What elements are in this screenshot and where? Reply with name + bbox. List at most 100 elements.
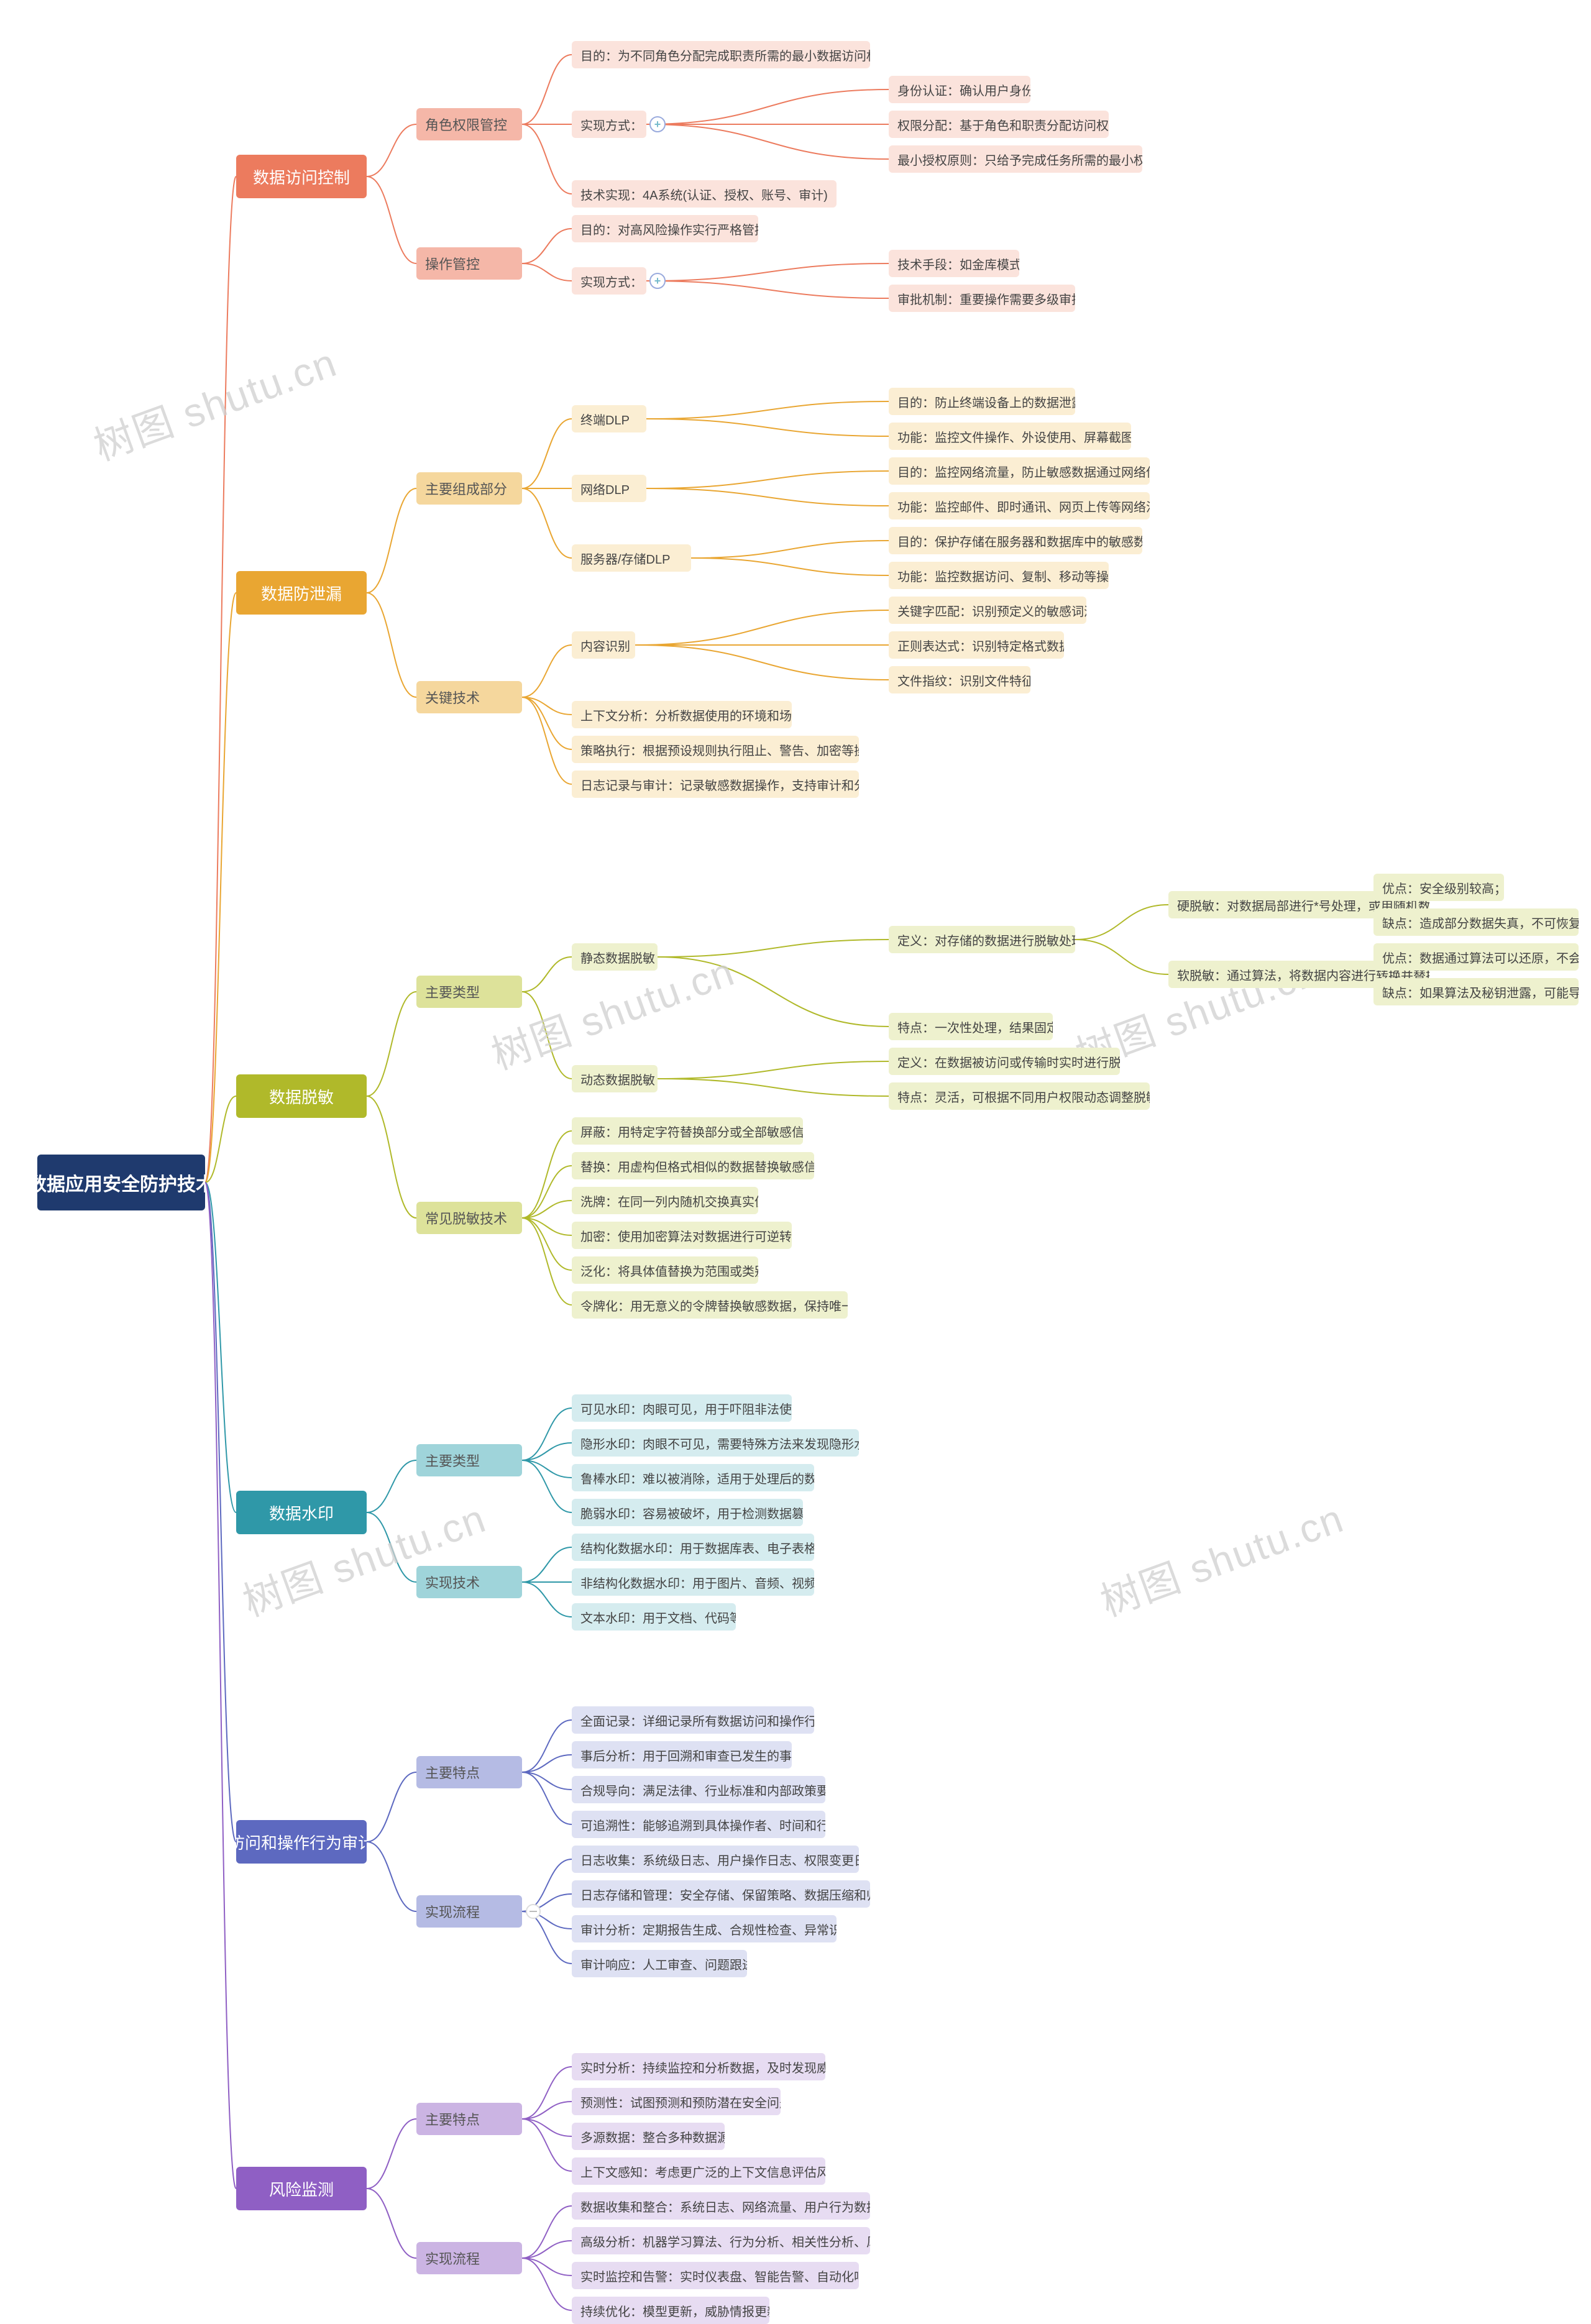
branch-node-b6[interactable]: 风险监测 — [236, 2167, 367, 2210]
mindmap-node[interactable]: 加密：使用加密算法对数据进行可逆转换 — [572, 1222, 792, 1249]
mindmap-edge — [522, 2241, 572, 2258]
mindmap-node[interactable]: 定义：在数据被访问或传输时实时进行脱敏 — [889, 1048, 1120, 1075]
mindmap-node[interactable]: 可追溯性：能够追溯到具体操作者、时间和行为 — [572, 1811, 825, 1838]
mindmap-node[interactable]: 特点：灵活，可根据不同用户权限动态调整脱敏级别 — [889, 1082, 1150, 1110]
mindmap-node[interactable]: 文件指纹：识别文件特征 — [889, 666, 1030, 693]
mindmap-node[interactable]: 鲁棒水印：难以被消除，适用于处理后的数据 — [572, 1464, 814, 1491]
mindmap-node[interactable]: 功能：监控文件操作、外设使用、屏幕截图等 — [889, 423, 1131, 450]
mindmap-node[interactable]: 审计响应：人工审查、问题跟进 — [572, 1950, 747, 1977]
mindmap-node[interactable]: 全面记录：详细记录所有数据访问和操作行为 — [572, 1706, 814, 1734]
mindmap-node[interactable]: 目的：为不同角色分配完成职责所需的最小数据访问权限 — [572, 41, 870, 68]
mindmap-node[interactable]: 缺点：造成部分数据失真，不可恢复原貌； — [1373, 908, 1579, 936]
mindmap-node[interactable]: 高级分析：机器学习算法、行为分析、相关性分析、风险评分 — [572, 2227, 870, 2254]
mindmap-node[interactable]: 常见脱敏技术 — [416, 1202, 522, 1234]
mindmap-node[interactable]: 角色权限管控 — [416, 108, 522, 140]
mindmap-edge — [635, 610, 889, 645]
mindmap-node[interactable]: 定义：对存储的数据进行脱敏处理 — [889, 926, 1075, 953]
mindmap-edge — [658, 1079, 889, 1096]
mindmap-node[interactable]: 实时监控和告警：实时仪表盘、智能告警、自动化响应 — [572, 2262, 859, 2289]
mindmap-node[interactable]: 日志记录与审计：记录敏感数据操作，支持审计和分析 — [572, 771, 859, 798]
mindmap-node[interactable]: 优点：数据通过算法可以还原，不会造成数据失真； — [1373, 943, 1579, 971]
mindmap-node[interactable]: 上下文感知：考虑更广泛的上下文信息评估风险 — [572, 2157, 825, 2185]
mindmap-node[interactable]: 实现方式： — [572, 267, 646, 295]
mindmap-node[interactable]: 最小授权原则：只给予完成任务所需的最小权限 — [889, 145, 1142, 173]
mindmap-node[interactable]: 技术实现：4A系统(认证、授权、账号、审计) — [572, 180, 837, 208]
mindmap-node[interactable]: 预测性：试图预测和预防潜在安全问题 — [572, 2088, 781, 2115]
mindmap-node[interactable]: 终端DLP — [572, 405, 646, 432]
mindmap-node[interactable]: 策略执行：根据预设规则执行阻止、警告、加密等操作 — [572, 736, 859, 763]
mindmap-node[interactable]: 权限分配：基于角色和职责分配访问权限 — [889, 111, 1109, 138]
mindmap-node[interactable]: 主要组成部分 — [416, 472, 522, 505]
mindmap-edge — [522, 1460, 572, 1512]
mindmap-node[interactable]: 正则表达式：识别特定格式数据 — [889, 631, 1064, 659]
mindmap-node[interactable]: 数据收集和整合：系统日志、网络流量、用户行为数据、外部威胁情报 — [572, 2192, 870, 2220]
mindmap-node[interactable]: 审计分析：定期报告生成、合规性检查、异常识别 — [572, 1915, 837, 1942]
mindmap-node[interactable]: 内容识别 — [572, 631, 635, 659]
mindmap-node[interactable]: 持续优化：模型更新，威胁情报更新 — [572, 2297, 769, 2324]
mindmap-node[interactable]: 特点：一次性处理，结果固定 — [889, 1013, 1053, 1040]
mindmap-node[interactable]: 日志存储和管理：安全存储、保留策略、数据压缩和归档 — [572, 1880, 870, 1908]
expand-toggle-icon[interactable]: + — [649, 116, 666, 132]
mindmap-node[interactable]: 日志收集：系统级日志、用户操作日志、权限变更日志 — [572, 1846, 859, 1873]
mindmap-node[interactable]: 功能：监控邮件、即时通讯、网页上传等网络活动 — [889, 492, 1150, 519]
mindmap-node[interactable]: 优点：安全级别较高； — [1373, 874, 1504, 901]
mindmap-node[interactable]: 非结构化数据水印：用于图片、音频、视频等 — [572, 1568, 814, 1596]
mindmap-node[interactable]: 屏蔽：用特定字符替换部分或全部敏感信息 — [572, 1117, 803, 1145]
mindmap-node[interactable]: 服务器/存储DLP — [572, 544, 691, 572]
mindmap-node[interactable]: 合规导向：满足法律、行业标准和内部政策要求 — [572, 1776, 825, 1803]
mindmap-edge — [646, 124, 889, 159]
mindmap-node[interactable]: 主要类型 — [416, 1444, 522, 1476]
mindmap-node[interactable]: 技术手段：如金库模式 — [889, 250, 1019, 277]
mindmap-node[interactable]: 结构化数据水印：用于数据库表、电子表格等 — [572, 1534, 814, 1561]
mindmap-node[interactable]: 可见水印：肉眼可见，用于吓阻非法使用 — [572, 1394, 792, 1422]
mindmap-node[interactable]: 关键字匹配：识别预定义的敏感词汇 — [889, 597, 1086, 624]
mindmap-edge — [658, 957, 889, 1027]
mindmap-node[interactable]: 身份认证：确认用户身份 — [889, 76, 1030, 103]
mindmap-node[interactable]: 功能：监控数据访问、复制、移动等操作 — [889, 562, 1109, 589]
mindmap-edge — [522, 1772, 572, 1824]
collapse-icon[interactable] — [526, 1904, 541, 1919]
mindmap-node[interactable]: 关键技术 — [416, 681, 522, 713]
branch-node-b3[interactable]: 数据脱敏 — [236, 1074, 367, 1118]
branch-node-b1[interactable]: 数据访问控制 — [236, 155, 367, 198]
mindmap-node[interactable]: 隐形水印：肉眼不可见，需要特殊方法来发现隐形水印 — [572, 1429, 859, 1457]
mindmap-node[interactable]: 目的：保护存储在服务器和数据库中的敏感数据 — [889, 527, 1142, 554]
mindmap-node[interactable]: 脆弱水印：容易被破坏，用于检测数据篡改 — [572, 1499, 803, 1526]
mindmap-node[interactable]: 缺点：如果算法及秘钥泄露，可能导致数据脱敏失效 — [1373, 978, 1579, 1005]
mindmap-node[interactable]: 主要类型 — [416, 976, 522, 1008]
mindmap-node[interactable]: 主要特点 — [416, 2103, 522, 2135]
mindmap-edge — [367, 2119, 416, 2189]
mindmap-edge — [522, 992, 572, 1079]
mindmap-node[interactable]: 上下文分析：分析数据使用的环境和场景 — [572, 701, 792, 728]
mindmap-node[interactable]: 令牌化：用无意义的令牌替换敏感数据，保持唯一性 — [572, 1291, 848, 1319]
mindmap-node[interactable]: 实现技术 — [416, 1566, 522, 1598]
mindmap-node[interactable]: 目的：监控网络流量，防止敏感数据通过网络传输泄露 — [889, 457, 1150, 485]
mindmap-node[interactable]: 操作管控 — [416, 247, 522, 280]
branch-node-b5[interactable]: 访问和操作行为审计 — [236, 1820, 367, 1864]
mindmap-node[interactable]: 实时分析：持续监控和分析数据，及时发现威胁 — [572, 2053, 825, 2080]
branch-node-b4[interactable]: 数据水印 — [236, 1491, 367, 1534]
mindmap-node[interactable]: 目的：对高风险操作实行严格管控 — [572, 215, 758, 242]
mindmap-node[interactable]: 洗牌：在同一列内随机交换真实值 — [572, 1187, 758, 1214]
branch-node-b2[interactable]: 数据防泄漏 — [236, 571, 367, 615]
mindmap-node[interactable]: 实现流程 — [416, 2242, 522, 2274]
mindmap-node[interactable]: 替换：用虚构但格式相似的数据替换敏感信息 — [572, 1152, 814, 1179]
mindmap-node[interactable]: 主要特点 — [416, 1756, 522, 1788]
mindmap-node[interactable]: 实现方式： — [572, 111, 646, 138]
mindmap-node[interactable]: 目的：防止终端设备上的数据泄露 — [889, 388, 1075, 415]
mindmap-node[interactable]: 多源数据：整合多种数据源 — [572, 2123, 725, 2150]
mindmap-edge — [522, 2067, 572, 2119]
root-node[interactable]: 数据应用安全防护技术 — [37, 1155, 205, 1210]
mindmap-node[interactable]: 实现流程 — [416, 1895, 522, 1928]
mindmap-edge — [522, 1911, 572, 1964]
expand-toggle-icon[interactable]: + — [649, 273, 666, 289]
mindmap-edge — [691, 541, 889, 558]
mindmap-edge — [658, 1061, 889, 1079]
mindmap-node[interactable]: 审批机制：重要操作需要多级审批 — [889, 285, 1075, 312]
mindmap-node[interactable]: 网络DLP — [572, 475, 646, 502]
mindmap-node[interactable]: 动态数据脱敏 — [572, 1065, 658, 1092]
mindmap-node[interactable]: 文本水印：用于文档、代码等 — [572, 1603, 736, 1631]
mindmap-node[interactable]: 泛化：将具体值替换为范围或类别 — [572, 1256, 758, 1284]
mindmap-node[interactable]: 事后分析：用于回溯和审查已发生的事件 — [572, 1741, 792, 1768]
mindmap-node[interactable]: 静态数据脱敏 — [572, 943, 658, 971]
